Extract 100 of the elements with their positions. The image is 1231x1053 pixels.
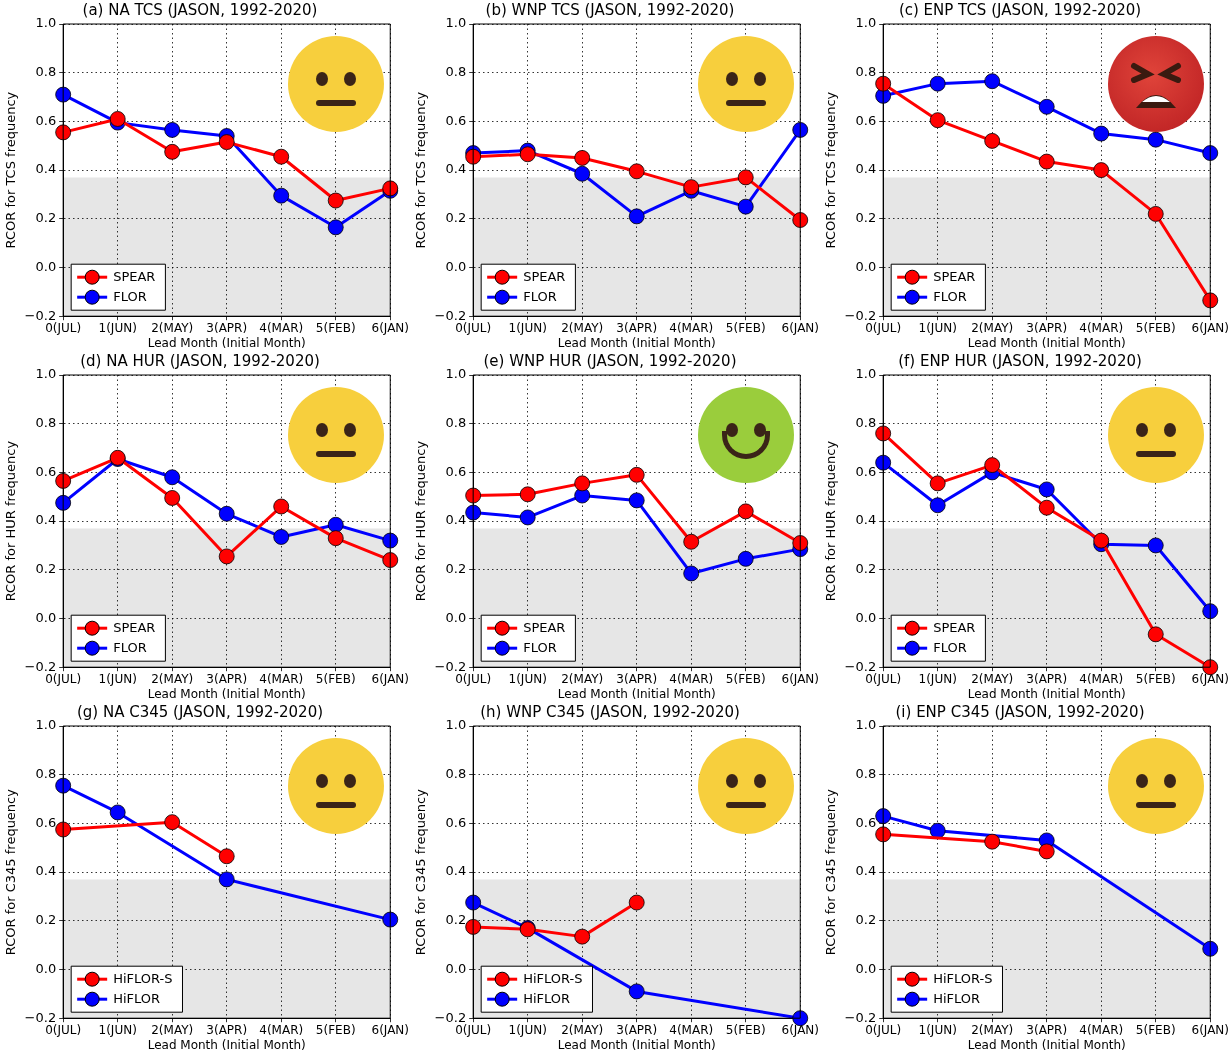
y-tick-label: 0.0	[445, 609, 467, 625]
x-tick-label: 1(JUN)	[98, 671, 137, 686]
point	[1038, 481, 1055, 498]
x-tick-label: 3(APR)	[616, 1022, 658, 1037]
point	[792, 122, 809, 138]
y-tick-label: 0.2	[35, 561, 57, 577]
y-tick-label: 1.0	[445, 366, 467, 382]
y-tick-label: −0.2	[434, 658, 467, 674]
point	[737, 550, 754, 567]
point	[273, 498, 290, 515]
x-tick-label: 5(FEB)	[1135, 320, 1176, 335]
y-tick-label: 0.4	[35, 863, 57, 879]
x-tick-label: 1(JUN)	[918, 320, 957, 335]
y-tick-label: 0.8	[445, 64, 467, 80]
legend-label: HiFLOR	[523, 990, 571, 1006]
x-tick-label: 0(JUL)	[455, 671, 492, 686]
point	[1202, 603, 1219, 620]
point	[164, 143, 181, 160]
x-tick-label: 3(APR)	[1026, 671, 1068, 686]
point	[273, 187, 290, 204]
x-tick-label: 6(JAN)	[1191, 671, 1229, 686]
x-tick-label: 0(JUL)	[45, 671, 82, 686]
x-tick-label: 0(JUL)	[865, 1022, 902, 1037]
point	[1093, 532, 1110, 549]
point	[55, 821, 72, 838]
y-tick-label: 1.0	[35, 717, 57, 733]
y-tick-label: −0.2	[844, 658, 877, 674]
x-tick-label: 1(JUN)	[98, 320, 137, 335]
point	[628, 163, 645, 180]
point	[327, 192, 344, 209]
point	[218, 548, 235, 565]
legend-label: HiFLOR	[933, 990, 981, 1006]
legend-label: FLOR	[933, 639, 967, 655]
point	[574, 165, 591, 182]
y-tick-label: −0.2	[434, 307, 467, 323]
y-tick-label: 0.6	[855, 463, 877, 479]
chart-title: (d) NA HUR (JASON, 1992-2020)	[80, 351, 320, 370]
legend-label: SPEAR	[113, 619, 156, 635]
point	[792, 535, 809, 551]
x-tick-label: 1(JUN)	[508, 1022, 547, 1037]
point	[875, 826, 892, 843]
y-tick-label: 0.4	[445, 863, 467, 879]
x-tick-label: 2(MAY)	[561, 671, 604, 686]
y-tick-label: 1.0	[855, 15, 877, 31]
point	[519, 486, 536, 503]
point	[55, 473, 72, 489]
x-tick-label: 4(MAR)	[1079, 320, 1124, 335]
legend-label: FLOR	[523, 288, 557, 304]
x-tick-label: 6(JAN)	[371, 671, 409, 686]
x-tick-label: 5(FEB)	[725, 320, 766, 335]
x-tick-label: 5(FEB)	[725, 671, 766, 686]
y-tick-label: 0.8	[445, 415, 467, 431]
legend-label: SPEAR	[523, 268, 566, 284]
point	[164, 469, 181, 486]
x-tick-label: 5(FEB)	[725, 1022, 766, 1037]
x-tick-label: 6(JAN)	[781, 1022, 819, 1037]
point	[1093, 125, 1110, 142]
x-tick-label: 3(APR)	[1026, 320, 1068, 335]
x-tick-label: 3(APR)	[206, 320, 248, 335]
point	[929, 75, 946, 92]
point	[875, 454, 892, 471]
y-tick-label: 0.2	[855, 561, 877, 577]
y-tick-label: 0.0	[35, 960, 57, 976]
x-tick-label: 4(MAR)	[1079, 1022, 1124, 1037]
y-axis-title: RCOR for TCS frequency	[823, 91, 839, 249]
point	[628, 208, 645, 225]
point	[1202, 145, 1219, 161]
y-axis-title: RCOR for C345 frequency	[413, 788, 429, 956]
point	[327, 516, 344, 533]
point	[1038, 499, 1055, 516]
x-axis-title: Lead Month (Initial Month)	[557, 1037, 716, 1052]
point	[218, 871, 235, 888]
point	[1147, 626, 1164, 643]
point	[1038, 843, 1055, 860]
x-tick-label: 5(FEB)	[315, 671, 356, 686]
legend-label: SPEAR	[113, 268, 156, 284]
x-tick-label: 1(JUN)	[508, 671, 547, 686]
x-tick-label: 1(JUN)	[98, 1022, 137, 1037]
point	[1038, 153, 1055, 170]
point	[382, 911, 399, 928]
y-tick-label: 0.0	[35, 258, 57, 274]
y-tick-label: 0.0	[855, 258, 877, 274]
point	[465, 894, 482, 911]
point	[929, 112, 946, 129]
y-tick-label: 1.0	[35, 15, 57, 31]
x-tick-label: 0(JUL)	[865, 320, 902, 335]
x-tick-label: 3(APR)	[616, 320, 658, 335]
y-axis-title: RCOR for TCS frequency	[3, 91, 19, 249]
x-axis-title: Lead Month (Initial Month)	[557, 686, 716, 701]
y-tick-label: 0.4	[445, 161, 467, 177]
legend-label: SPEAR	[933, 619, 976, 635]
y-tick-label: 0.4	[855, 512, 877, 528]
x-tick-label: 6(JAN)	[781, 671, 819, 686]
point	[382, 532, 399, 549]
x-tick-label: 3(APR)	[206, 671, 248, 686]
x-tick-label: 1(JUN)	[508, 320, 547, 335]
x-tick-label: 4(MAR)	[259, 1022, 304, 1037]
y-tick-label: 0.6	[35, 814, 57, 830]
chart-title: (b) WNP TCS (JASON, 1992-2020)	[485, 0, 735, 19]
x-tick-label: 2(MAY)	[151, 320, 194, 335]
